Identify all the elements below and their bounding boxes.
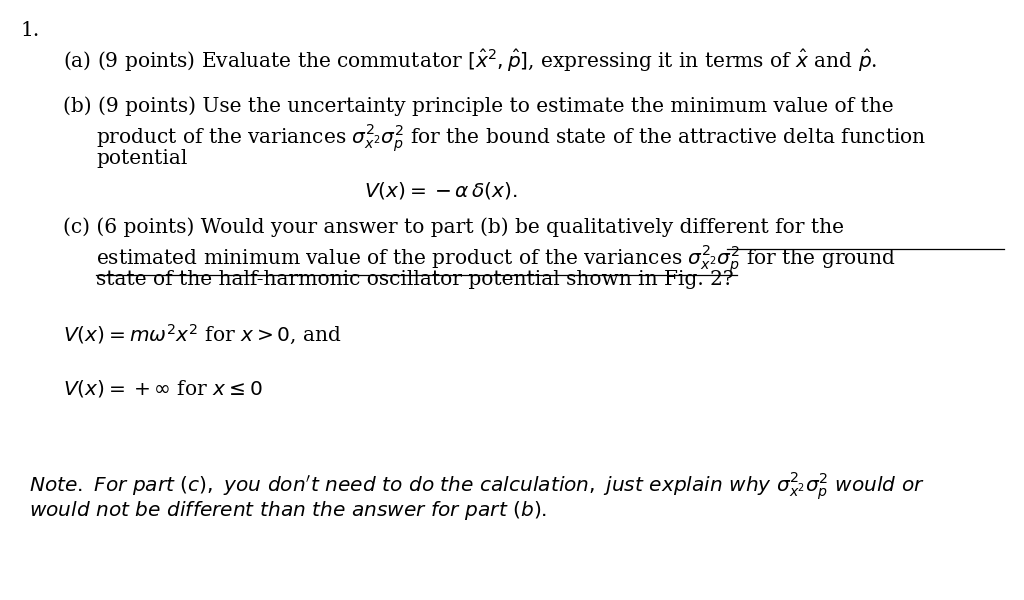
Text: $\mathit{Note.\ For\ part\ (c),\ you\ don't\ need\ to\ do\ the\ calculation,\ ju: $\mathit{Note.\ For\ part\ (c),\ you\ do…	[29, 471, 925, 503]
Text: $V(x) = -\alpha\,\delta(x).$: $V(x) = -\alpha\,\delta(x).$	[364, 180, 517, 201]
Text: 1.: 1.	[20, 21, 40, 40]
Text: (a) (9 points) Evaluate the commutator $[\hat{x}^2, \hat{p}]$, expressing it in : (a) (9 points) Evaluate the commutator $…	[63, 48, 878, 74]
Text: (b) (9 points) Use the uncertainty principle to estimate the minimum value of th: (b) (9 points) Use the uncertainty princ…	[63, 96, 894, 116]
Text: potential: potential	[96, 149, 187, 168]
Text: $V(x) = +\infty$ for $x \leq 0$: $V(x) = +\infty$ for $x \leq 0$	[63, 378, 263, 399]
Text: product of the variances $\sigma_{x^2}^2\sigma_p^2$ for the bound state of the a: product of the variances $\sigma_{x^2}^2…	[96, 122, 927, 155]
Text: state of the half-harmonic oscillator potential shown in Fig. 2?: state of the half-harmonic oscillator po…	[96, 270, 734, 289]
Text: (c) (6 points) Would your answer to part (b) be qualitatively different for the: (c) (6 points) Would your answer to part…	[63, 217, 845, 237]
Text: $\mathit{would\ not\ be\ different\ than\ the\ answer\ for\ part\ (b).}$: $\mathit{would\ not\ be\ different\ than…	[29, 499, 547, 522]
Text: $V(x) = m\omega^2 x^2$ for $x > 0$, and: $V(x) = m\omega^2 x^2$ for $x > 0$, and	[63, 323, 342, 347]
Text: estimated minimum value of the product of the variances $\sigma_{x^2}^2\sigma_p^: estimated minimum value of the product o…	[96, 244, 896, 276]
